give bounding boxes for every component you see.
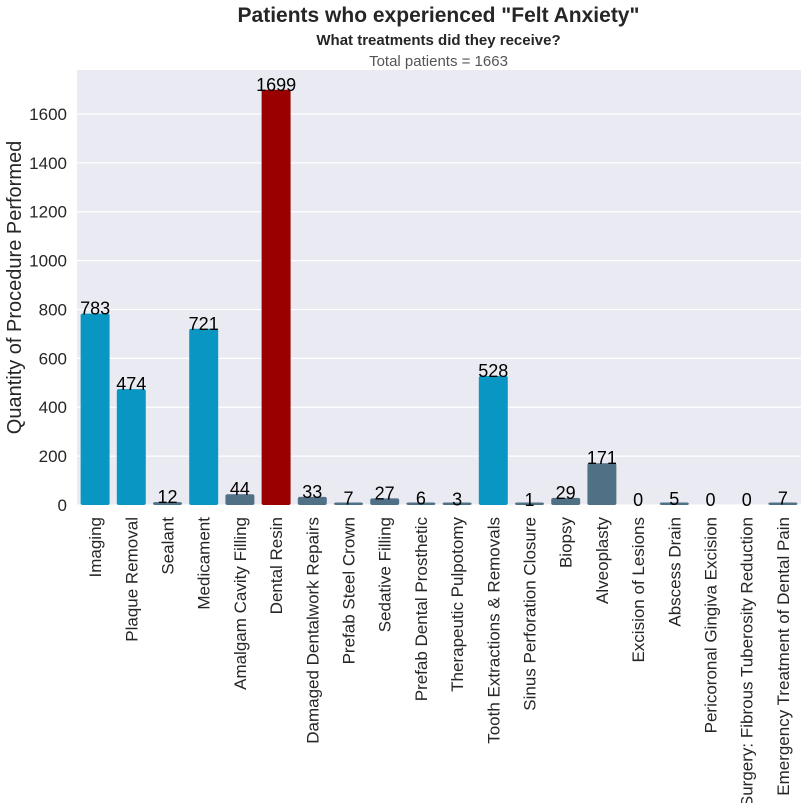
bar-value-label: 1 xyxy=(524,490,534,510)
x-tick-label: Surgery: Fibrous Tuberosity Reduction xyxy=(738,517,757,803)
y-tick-label: 0 xyxy=(58,496,67,515)
x-tick-label: Prefab Steel Crown xyxy=(340,517,359,664)
x-tick-label: Tooth Extractions & Removals xyxy=(484,517,503,744)
x-tick-label: Excision of Lesions xyxy=(629,517,648,663)
bar xyxy=(478,375,508,505)
y-tick-label: 1600 xyxy=(29,105,67,124)
x-tick-label: Pericoronal Gingiva Excision xyxy=(702,517,721,733)
chart-subtitle: What treatments did they receive? xyxy=(316,32,561,49)
bar-value-label: 171 xyxy=(587,448,617,468)
x-tick-label: Plaque Removal xyxy=(122,517,141,642)
x-tick-label: Therapeutic Pulpotomy xyxy=(448,517,467,692)
bar xyxy=(153,502,182,505)
x-tick-label: Sedative Filling xyxy=(376,517,395,632)
bar xyxy=(370,498,400,505)
x-axis-ticks: Imaging Plaque Removal Sealant Medicament Am… xyxy=(86,517,793,803)
bar-value-label: 33 xyxy=(302,482,322,502)
y-tick-label: 400 xyxy=(39,398,67,417)
y-tick-label: 200 xyxy=(39,447,67,466)
chart-title: Patients who experienced "Felt Anxiety" xyxy=(237,4,640,27)
bar-value-label: 44 xyxy=(230,479,250,499)
bar-value-label: 721 xyxy=(189,314,219,334)
bar-value-label: 0 xyxy=(742,490,752,510)
x-tick-label: Emergency Treatment of Dental Pain xyxy=(774,517,793,796)
bar-value-label: 474 xyxy=(116,374,146,394)
bar-value-label: 0 xyxy=(633,490,643,510)
x-tick-label: Dental Resin xyxy=(267,517,286,614)
x-tick-label: Damaged Dentalwork Repairs xyxy=(303,517,322,744)
x-tick-label: Medicament xyxy=(195,517,214,610)
bar-value-label: 7 xyxy=(343,488,353,508)
bar xyxy=(442,502,472,505)
x-tick-label: Abscess Drain xyxy=(665,517,684,627)
data-labels: 783 474 12 721 44 1699 33 7 27 6 3 528 1 29 171 0 5 0 0 7 xyxy=(80,75,788,510)
y-axis-label: Quantity of Procedure Performed xyxy=(4,141,26,434)
bar xyxy=(80,313,110,505)
bar xyxy=(261,89,291,505)
bar xyxy=(659,502,689,505)
bar xyxy=(189,328,219,505)
bar xyxy=(406,502,436,505)
x-tick-label: Sealant xyxy=(159,517,178,575)
bar xyxy=(515,502,544,505)
chart-caption: Total patients = 1663 xyxy=(369,53,508,70)
bar-value-label: 1699 xyxy=(256,75,296,95)
bars xyxy=(80,89,798,505)
bar-value-label: 0 xyxy=(705,490,715,510)
plot-background xyxy=(77,70,801,505)
y-tick-label: 600 xyxy=(39,349,67,368)
bar xyxy=(551,497,581,505)
bar-value-label: 6 xyxy=(416,489,426,509)
x-tick-label: Sinus Perforation Closure xyxy=(521,517,540,711)
x-tick-label: Imaging xyxy=(86,517,105,577)
bar xyxy=(297,496,327,505)
bar-value-label: 5 xyxy=(669,489,679,509)
bar-value-label: 783 xyxy=(80,299,110,319)
x-tick-label: Amalgam Cavity Filling xyxy=(231,517,250,690)
y-tick-label: 1000 xyxy=(29,252,67,271)
x-tick-label: Alveoplasty xyxy=(593,517,612,604)
bar-value-label: 528 xyxy=(478,361,508,381)
bar-value-label: 7 xyxy=(778,488,788,508)
bar-value-label: 12 xyxy=(157,487,177,507)
y-tick-label: 1400 xyxy=(29,154,67,173)
y-tick-label: 1200 xyxy=(29,203,67,222)
bar xyxy=(225,494,255,505)
bar-value-label: 3 xyxy=(452,489,462,509)
bar xyxy=(768,502,798,505)
plot-area xyxy=(77,70,801,505)
bar-value-label: 27 xyxy=(375,483,395,503)
y-tick-label: 800 xyxy=(39,300,67,319)
x-tick-label: Biopsy xyxy=(557,517,576,569)
x-tick-label: Prefab Dental Prosthetic xyxy=(412,517,431,702)
y-axis-ticks: 0 200 400 600 800 1000 1200 1400 1600 xyxy=(29,105,67,515)
bar xyxy=(116,389,146,505)
bar xyxy=(334,502,363,505)
bar-value-label: 29 xyxy=(556,483,576,503)
bar xyxy=(587,463,617,505)
